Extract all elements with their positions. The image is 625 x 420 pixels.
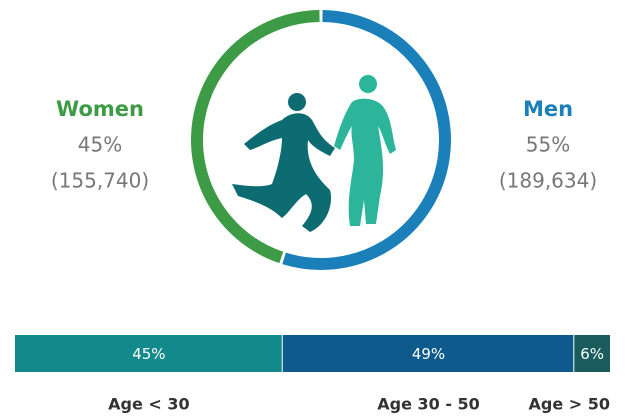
bar-category-label: Age < 30 bbox=[108, 395, 190, 414]
segment-percent: 45% bbox=[78, 133, 122, 157]
segment-name: Women bbox=[56, 97, 144, 121]
segment-name: Men bbox=[523, 97, 573, 121]
bar-segment bbox=[574, 335, 610, 372]
donut-segment bbox=[282, 10, 451, 270]
bar-segment bbox=[15, 335, 282, 372]
bar-value-label: 45% bbox=[132, 345, 165, 363]
bar-value-label: 6% bbox=[580, 345, 604, 363]
segment-count: (189,634) bbox=[499, 169, 597, 193]
bar-value-label: 49% bbox=[412, 345, 445, 363]
segment-percent: 55% bbox=[526, 133, 570, 157]
people-icon bbox=[232, 75, 396, 232]
bar-segment bbox=[282, 335, 574, 372]
segment-count: (155,740) bbox=[51, 169, 149, 193]
donut-segment bbox=[191, 10, 320, 264]
bar-category-label: Age > 50 bbox=[529, 395, 611, 414]
bar-category-label: Age 30 - 50 bbox=[377, 395, 480, 414]
